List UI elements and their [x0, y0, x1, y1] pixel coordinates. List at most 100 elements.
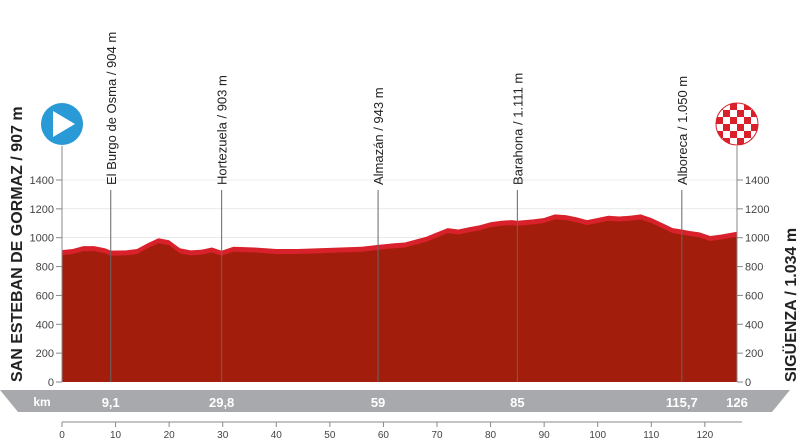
play-triangle-icon	[53, 111, 75, 137]
checker-square	[723, 103, 730, 110]
waypoint-markers: El Burgo de Osma / 904 m Hortezuela / 903…	[104, 32, 690, 382]
checker-square	[737, 124, 744, 131]
checker-square	[751, 145, 758, 152]
checker-square	[737, 117, 744, 124]
waypoint-label: El Burgo de Osma / 904 m	[104, 32, 119, 185]
checker-square	[737, 103, 744, 110]
y-tick-label: 1000	[745, 233, 769, 245]
x-tick-label: 110	[643, 430, 659, 441]
checker-square	[716, 124, 723, 131]
distance-bar-labels: km 9,1 29,8 59 85 115,7 126	[33, 395, 748, 410]
y-tick-label: 200	[36, 348, 54, 360]
y-tick-label: 400	[745, 319, 763, 331]
finish-marker	[715, 102, 765, 152]
x-tick-label: 90	[539, 430, 551, 441]
waypoint-label: Alboreca / 1.050 m	[675, 76, 690, 185]
checker-square	[730, 103, 737, 110]
y-tick-label: 1200	[30, 204, 54, 216]
checker-square	[758, 131, 765, 138]
checker-square	[758, 117, 765, 124]
checker-square	[758, 138, 765, 145]
checker-square	[744, 124, 751, 131]
x-tick-label: 50	[324, 430, 336, 441]
y-tick-label: 600	[36, 290, 54, 302]
waypoint-distance-label: 59	[371, 395, 385, 410]
checker-square	[716, 145, 723, 152]
elevation-profile-top-strip	[62, 214, 737, 256]
y-tick-label: 800	[745, 262, 763, 274]
y-tick-label: 600	[745, 290, 763, 302]
waypoint-label: Barahona / 1.111 m	[510, 73, 525, 185]
x-axis: 0 10 20 30 40 50 60 70 80 90 100 110 120	[59, 421, 742, 441]
checker-square	[758, 103, 765, 110]
checker-square	[730, 117, 737, 124]
checker-square	[723, 131, 730, 138]
start-location-label: SAN ESTEBAN DE GORMAZ / 907 m	[9, 106, 26, 382]
checker-square	[744, 138, 751, 145]
x-tick-label: 10	[110, 430, 122, 441]
checker-square	[737, 131, 744, 138]
y-axis-left: 0 200 400 600 800 1000 1200 1400	[30, 146, 63, 389]
checker-square	[751, 124, 758, 131]
waypoint-distance-label: 126	[726, 395, 748, 410]
checker-square	[723, 110, 730, 117]
checker-square	[723, 117, 730, 124]
y-axis-right: 0 200 400 600 800 1000 1200 1400	[736, 146, 769, 389]
checker-square	[730, 145, 737, 152]
finish-location-label: SIGÜENZA / 1.034 m	[781, 228, 800, 382]
y-tick-label: 800	[36, 262, 54, 274]
x-tick-label: 70	[431, 430, 443, 441]
y-tick-label: 1400	[30, 175, 54, 187]
checker-square	[744, 131, 751, 138]
start-marker	[41, 103, 83, 145]
checker-square	[716, 117, 723, 124]
checker-square	[730, 131, 737, 138]
x-tick-label: 80	[485, 430, 497, 441]
checker-square	[751, 117, 758, 124]
checker-square	[751, 131, 758, 138]
checker-square	[744, 117, 751, 124]
checker-square	[744, 103, 751, 110]
y-tick-label: 1200	[745, 204, 769, 216]
distance-unit-label: km	[33, 395, 50, 409]
y-tick-label: 1000	[30, 233, 54, 245]
checker-square	[744, 145, 751, 152]
x-tick-label: 20	[164, 430, 176, 441]
checker-square	[723, 145, 730, 152]
x-tick-label: 30	[217, 430, 229, 441]
y-tick-label: 0	[48, 377, 54, 389]
checker-square	[716, 131, 723, 138]
y-tick-label: 0	[745, 377, 751, 389]
distance-bar	[0, 390, 790, 412]
waypoint-label: Hortezuela / 903 m	[215, 75, 230, 185]
checker-square	[737, 145, 744, 152]
checker-square	[730, 124, 737, 131]
waypoint-label: Almazán / 943 m	[371, 87, 386, 185]
waypoint-distance-label: 85	[510, 395, 524, 410]
checker-square	[723, 124, 730, 131]
x-tick-label: 60	[378, 430, 390, 441]
waypoint-distance-label: 29,8	[209, 395, 234, 410]
x-tick-label: 100	[589, 430, 606, 441]
checker-square	[758, 124, 765, 131]
y-tick-label: 1400	[745, 175, 769, 187]
elevation-profile-area	[62, 215, 737, 382]
x-tick-label: 0	[59, 430, 65, 441]
checker-square	[716, 110, 723, 117]
waypoint-distance-label: 9,1	[102, 395, 120, 410]
waypoint-distance-label: 115,7	[666, 395, 698, 410]
x-tick-label: 120	[697, 430, 714, 441]
x-tick-label: 40	[271, 430, 283, 441]
checker-square	[758, 145, 765, 152]
checker-square	[730, 138, 737, 145]
checker-square	[730, 110, 737, 117]
checker-square	[723, 138, 730, 145]
checker-square	[737, 110, 744, 117]
checker-square	[758, 110, 765, 117]
checker-square	[737, 138, 744, 145]
checker-square	[751, 110, 758, 117]
y-tick-label: 200	[745, 348, 763, 360]
checker-square	[744, 110, 751, 117]
y-tick-label: 400	[36, 319, 54, 331]
